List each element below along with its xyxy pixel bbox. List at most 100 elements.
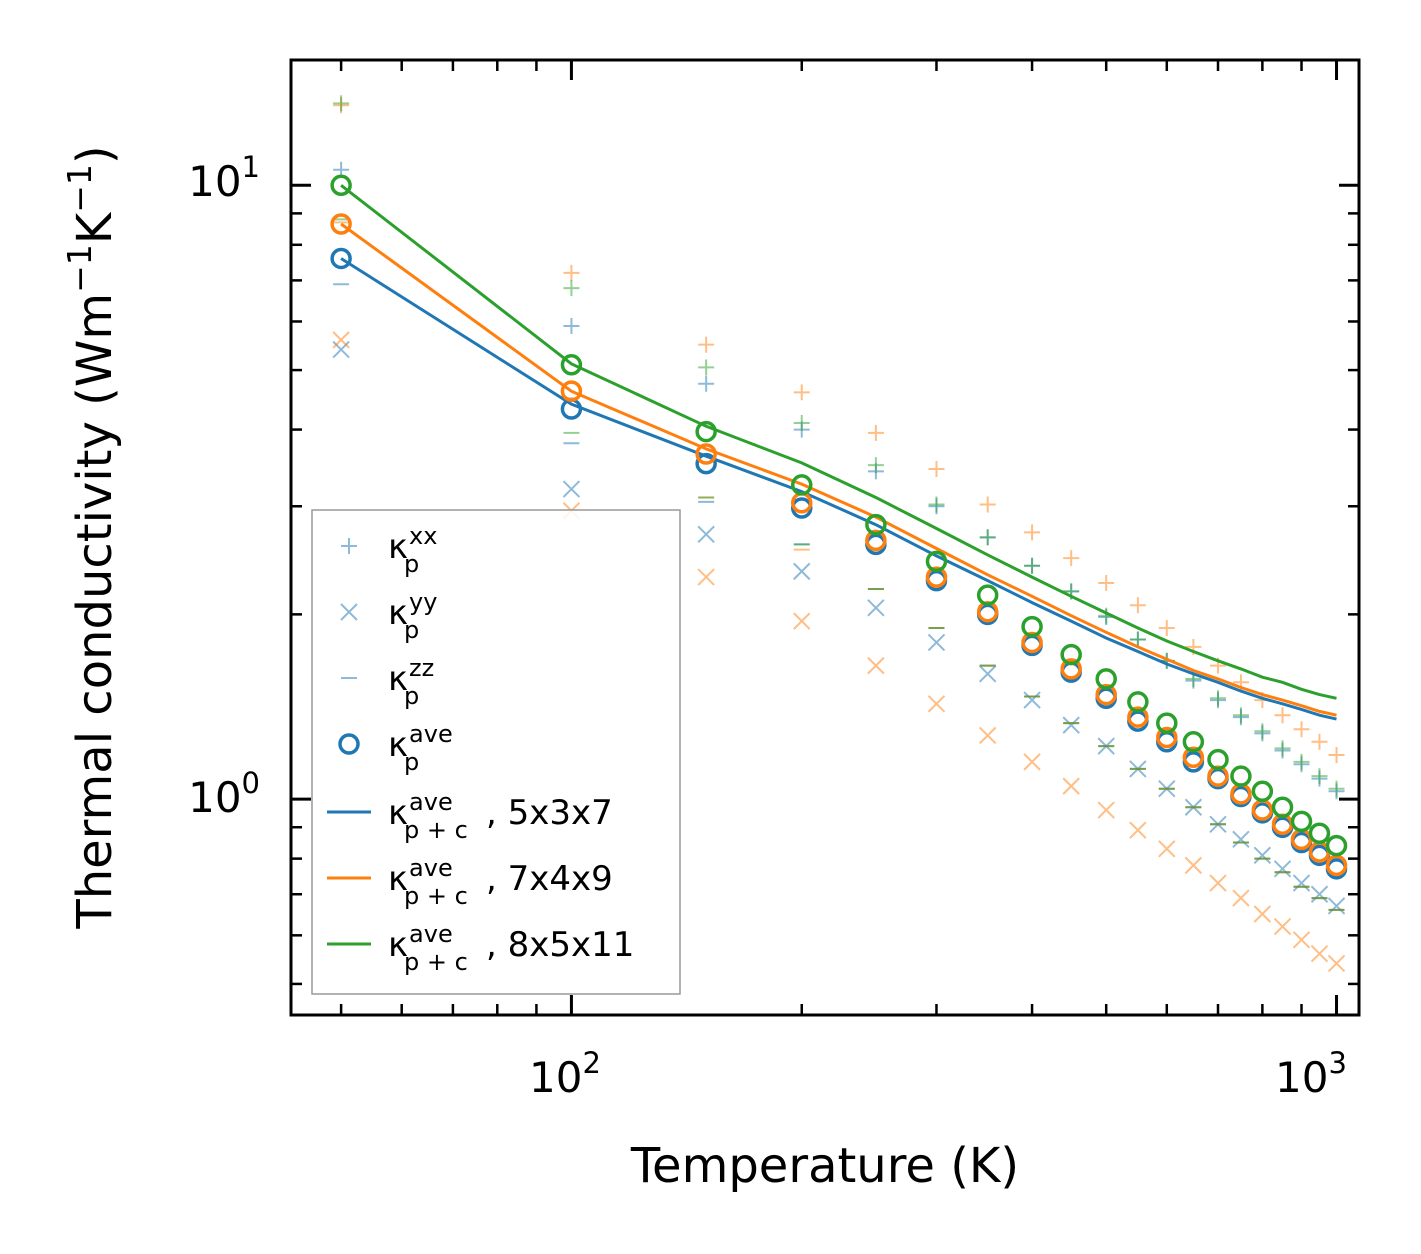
- kave-points-8x5x11: [330, 174, 1348, 857]
- legend-sup: ave: [409, 854, 453, 882]
- kave-point: [1060, 643, 1082, 666]
- kyy-point: [1129, 821, 1147, 839]
- kpc-line-7x4x9: [340, 222, 1337, 717]
- kave-point: [1095, 683, 1117, 706]
- kyy-point: [1062, 716, 1080, 734]
- kave-point: [1271, 796, 1294, 819]
- kyy-point: [1023, 691, 1041, 709]
- kave-point: [1156, 726, 1178, 749]
- kxx-point: [979, 529, 996, 546]
- kave-point: [695, 420, 717, 443]
- kxx-point: [1328, 747, 1345, 764]
- legend-kappa: κ: [388, 527, 408, 567]
- kyy-point: [793, 562, 811, 581]
- kyy-point: [332, 331, 350, 349]
- x-tick-exp: 3: [1329, 1046, 1347, 1080]
- kave-point: [925, 550, 948, 573]
- kxx-point: [698, 375, 715, 392]
- legend: κxx p κyy p κzz p κave p κave p + c, 5x3x7 κa…: [311, 509, 681, 995]
- legend-suffix: , 8x5x11: [486, 925, 634, 965]
- kave-point: [695, 452, 717, 475]
- legend-suffix: , 5x3x7: [486, 793, 613, 833]
- legend-sup: ave: [409, 788, 453, 816]
- kyy-point: [1292, 874, 1311, 892]
- kyy-point: [1097, 801, 1115, 819]
- kxx-point: [1210, 690, 1227, 707]
- kpc-line-8x5x11: [340, 184, 1337, 700]
- legend-kappa: κ: [388, 725, 408, 765]
- kave-point: [1207, 748, 1229, 771]
- legend-sup: yy: [409, 588, 437, 616]
- kave-point: [790, 474, 813, 496]
- kave-point: [330, 213, 352, 235]
- kxx-point: [867, 424, 884, 441]
- kxx-point: [698, 336, 715, 353]
- legend-box: [311, 509, 681, 995]
- kxx-point: [979, 496, 996, 513]
- kave-point: [560, 354, 583, 376]
- kave-point: [330, 174, 352, 197]
- kyy-point: [1273, 917, 1292, 936]
- legend-sup: ave: [409, 720, 453, 748]
- x-tick-label-1000: 103: [1275, 1046, 1347, 1102]
- kyy-point: [1310, 945, 1329, 963]
- legend-kappa: κ: [388, 793, 408, 833]
- kxx-point: [1311, 733, 1328, 750]
- axis-ticks: [291, 60, 1359, 1015]
- legend-sup: zz: [409, 654, 434, 682]
- kxx-point: [1328, 780, 1345, 797]
- kxx-point: [1129, 597, 1146, 614]
- kyy-point: [1184, 856, 1203, 875]
- kyy-point: [793, 612, 811, 630]
- legend-kappa: κ: [388, 859, 408, 899]
- kxx-point: [1129, 631, 1146, 648]
- kxx-point: [1158, 620, 1175, 637]
- kave-point: [1251, 780, 1274, 803]
- legend-sub: p: [404, 748, 419, 776]
- legend-sub: p + c: [404, 948, 468, 976]
- y-tick-label-1: 100: [188, 766, 260, 822]
- kyy-point: [1253, 905, 1272, 923]
- kyy-point: [1023, 753, 1041, 771]
- legend-suffix: , 7x4x9: [486, 859, 613, 899]
- legend-sup: ave: [409, 920, 453, 948]
- legend-label-kave: κave p: [388, 720, 453, 776]
- kave-point: [1325, 834, 1348, 857]
- kave-point: [1230, 765, 1252, 787]
- kxx-point: [928, 496, 945, 513]
- kyy-point: [562, 480, 581, 498]
- legend-marker-kave: [338, 733, 360, 755]
- kave-point: [1290, 810, 1313, 833]
- kyy-point: [1327, 954, 1346, 973]
- kave-point: [1325, 854, 1348, 877]
- legend-kappa: κ: [388, 925, 408, 965]
- kyy-point: [867, 656, 885, 675]
- legend-label-kzz: κzz p: [388, 654, 434, 710]
- legend-sub: p: [404, 616, 419, 644]
- plot-marks: [330, 95, 1348, 973]
- kxx-point: [867, 457, 884, 474]
- kxx-point: [1098, 574, 1115, 591]
- kyy-point: [1158, 840, 1176, 858]
- legend-sub: p + c: [404, 816, 468, 844]
- kave-point: [865, 529, 887, 552]
- legend-label-line2: κave p + c , 8x5x11: [388, 920, 634, 976]
- kxx-point: [1254, 723, 1271, 740]
- series-8x5x11: [333, 95, 1345, 911]
- kxx-point: [1274, 740, 1291, 757]
- kxx-point: [1274, 707, 1291, 724]
- legend-markers: [327, 538, 371, 946]
- series-7x4x9: [332, 97, 1346, 973]
- legend-kappa: κ: [388, 593, 408, 633]
- x-tick-exp: 2: [583, 1046, 601, 1080]
- kxx-point: [928, 461, 945, 478]
- kyy-point: [1232, 830, 1250, 849]
- kave-point: [560, 380, 583, 402]
- legend-sup: xx: [409, 522, 437, 550]
- kave-point: [1060, 658, 1082, 680]
- kxx-point: [1293, 753, 1310, 770]
- y-axis-label-exp2: −1: [60, 164, 99, 213]
- kyy-point: [1062, 777, 1080, 795]
- kxx-point: [563, 317, 580, 334]
- kyy-point: [697, 525, 715, 544]
